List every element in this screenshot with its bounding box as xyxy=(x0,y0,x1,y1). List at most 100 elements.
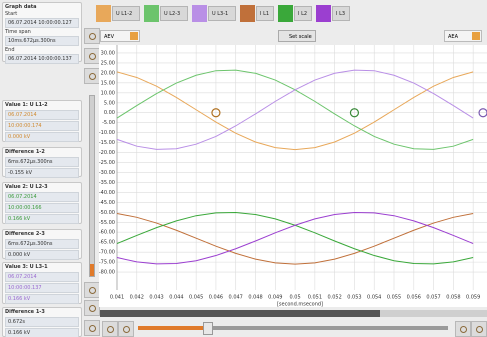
field: 6ms.672µs.300ns xyxy=(5,239,79,249)
x-tick-label: 0.057 xyxy=(426,295,440,301)
time-slider-fill xyxy=(138,326,208,330)
channel-button[interactable]: U L3-1 xyxy=(208,6,236,21)
channel-swatch[interactable] xyxy=(240,5,255,22)
y-tick-label: -25.00 xyxy=(99,160,115,166)
field: 06.07.2014 xyxy=(5,272,79,282)
tool-button[interactable] xyxy=(102,321,118,337)
field: 10:00:00.166 xyxy=(5,203,79,213)
dropdown-arrow xyxy=(130,32,138,40)
tool-button[interactable] xyxy=(84,48,100,64)
field: 06.07.2014 10:00:00.137 xyxy=(5,54,79,64)
x-tick-label: 0.056 xyxy=(407,295,421,301)
y-tick-label: 5.00 xyxy=(104,100,115,106)
y-tick-label: -80.00 xyxy=(99,270,115,276)
zoom-out-button[interactable] xyxy=(118,321,134,337)
difference-panel: Difference 1-3 0.672s 0.166 kV xyxy=(2,307,82,337)
series-line xyxy=(116,71,474,151)
zoom-out-button[interactable] xyxy=(84,282,100,298)
y-tick-label: -15.00 xyxy=(99,140,115,146)
vertical-slider[interactable] xyxy=(89,95,95,277)
time-slider-track[interactable] xyxy=(208,326,448,330)
time-slider-knob[interactable] xyxy=(203,322,213,335)
panel-title: Value 1: U L1-2 xyxy=(5,102,48,108)
field: 0.000 kV xyxy=(5,250,79,260)
channel-button[interactable]: I L2 xyxy=(294,6,312,21)
value-panel: Value 2: U L2-3 06.07.2014 10:00:00.166 … xyxy=(2,182,82,224)
y-tick-label: 30.00 xyxy=(101,50,115,56)
x-tick-label: 0.054 xyxy=(367,295,381,301)
label: Time span xyxy=(5,29,31,35)
field: 06.07.2014 10:00:00.127 xyxy=(5,18,79,28)
tool-button[interactable] xyxy=(471,321,487,337)
field: -0.155 kV xyxy=(5,168,79,178)
panel-title: Difference 2-3 xyxy=(5,231,45,237)
zoom-in-button[interactable] xyxy=(455,321,471,337)
y-tick-label: -35.00 xyxy=(99,180,115,186)
tool-button[interactable] xyxy=(84,320,100,336)
channel-swatch[interactable] xyxy=(278,5,293,22)
y-tick-label: -40.00 xyxy=(99,190,115,196)
channel-button[interactable]: U L2-3 xyxy=(160,6,188,21)
y-tick-label: -60.00 xyxy=(99,230,115,236)
x-tick-label: 0.041 xyxy=(110,295,124,301)
series-line xyxy=(116,213,474,265)
label: Start xyxy=(5,11,18,17)
plot-background xyxy=(99,45,487,307)
field: 10:00:00.174 xyxy=(5,121,79,131)
x-tick-label: 0.052 xyxy=(327,295,341,301)
dropdown-text: AEA xyxy=(448,34,458,40)
channel-swatch[interactable] xyxy=(316,5,331,22)
field: 0.166 kV xyxy=(5,328,79,337)
panel-title: Difference 1-3 xyxy=(5,309,45,315)
channel-button[interactable]: U L1-2 xyxy=(112,6,140,21)
panel-title: Difference 1-2 xyxy=(5,149,45,155)
panel-title: Value 3: U L3-1 xyxy=(5,264,48,270)
x-tick-label: 0.051 xyxy=(308,295,322,301)
cursor-marker xyxy=(211,108,221,118)
y-tick-label: -50.00 xyxy=(99,210,115,216)
cursor-marker xyxy=(478,108,487,118)
dropdown-text: AEV xyxy=(104,34,114,40)
channel-button[interactable]: I L1 xyxy=(256,6,274,21)
y-tick-label: -75.00 xyxy=(99,260,115,266)
tool-button[interactable] xyxy=(84,300,100,316)
field: 0.000 kV xyxy=(5,132,79,142)
dropdown-arrow xyxy=(472,32,480,40)
series-line xyxy=(116,212,474,265)
x-tick-label: 0.05 xyxy=(290,295,301,301)
y-tick-label: -65.00 xyxy=(99,240,115,246)
panel-title: Graph data xyxy=(5,4,37,10)
series-line xyxy=(116,212,474,265)
field: 06.07.2014 xyxy=(5,192,79,202)
channel-swatch[interactable] xyxy=(192,5,207,22)
x-axis-label: [second.msecond] xyxy=(277,302,323,308)
y-tick-label: 25.00 xyxy=(101,60,115,66)
graph-data-panel: Graph data Start 06.07.2014 10:00:00.127… xyxy=(2,2,82,64)
y-tick-label: 10.00 xyxy=(101,90,115,96)
series-line xyxy=(116,69,474,150)
channel-swatch[interactable] xyxy=(96,5,111,22)
zoom-in-button[interactable] xyxy=(84,68,100,84)
field: 6ms.672µs.300ns xyxy=(5,157,79,167)
x-tick-label: 0.046 xyxy=(209,295,223,301)
slider-fill xyxy=(90,264,94,276)
channel-button[interactable]: I L3 xyxy=(332,6,350,21)
x-tick-label: 0.043 xyxy=(149,295,163,301)
field: 10ms.672µs.300ns xyxy=(5,36,79,46)
y-tick-label: 0.00 xyxy=(104,110,115,116)
field: 06.07.2014 xyxy=(5,110,79,120)
x-tick-label: 0.042 xyxy=(130,295,144,301)
channel-swatch[interactable] xyxy=(144,5,159,22)
unit-dropdown[interactable]: AEV xyxy=(100,30,140,42)
tool-button[interactable] xyxy=(84,28,100,44)
x-tick-label: 0.048 xyxy=(248,295,262,301)
label: End xyxy=(5,47,15,53)
x-tick-label: 0.059 xyxy=(466,295,480,301)
y-tick-label: -70.00 xyxy=(99,250,115,256)
y-tick-label: -20.00 xyxy=(99,150,115,156)
set-scale-button[interactable]: Set scale xyxy=(278,30,316,42)
unit-dropdown[interactable]: AEA xyxy=(444,30,482,42)
field: 0.672s xyxy=(5,317,79,327)
field: 10:00:00.137 xyxy=(5,283,79,293)
